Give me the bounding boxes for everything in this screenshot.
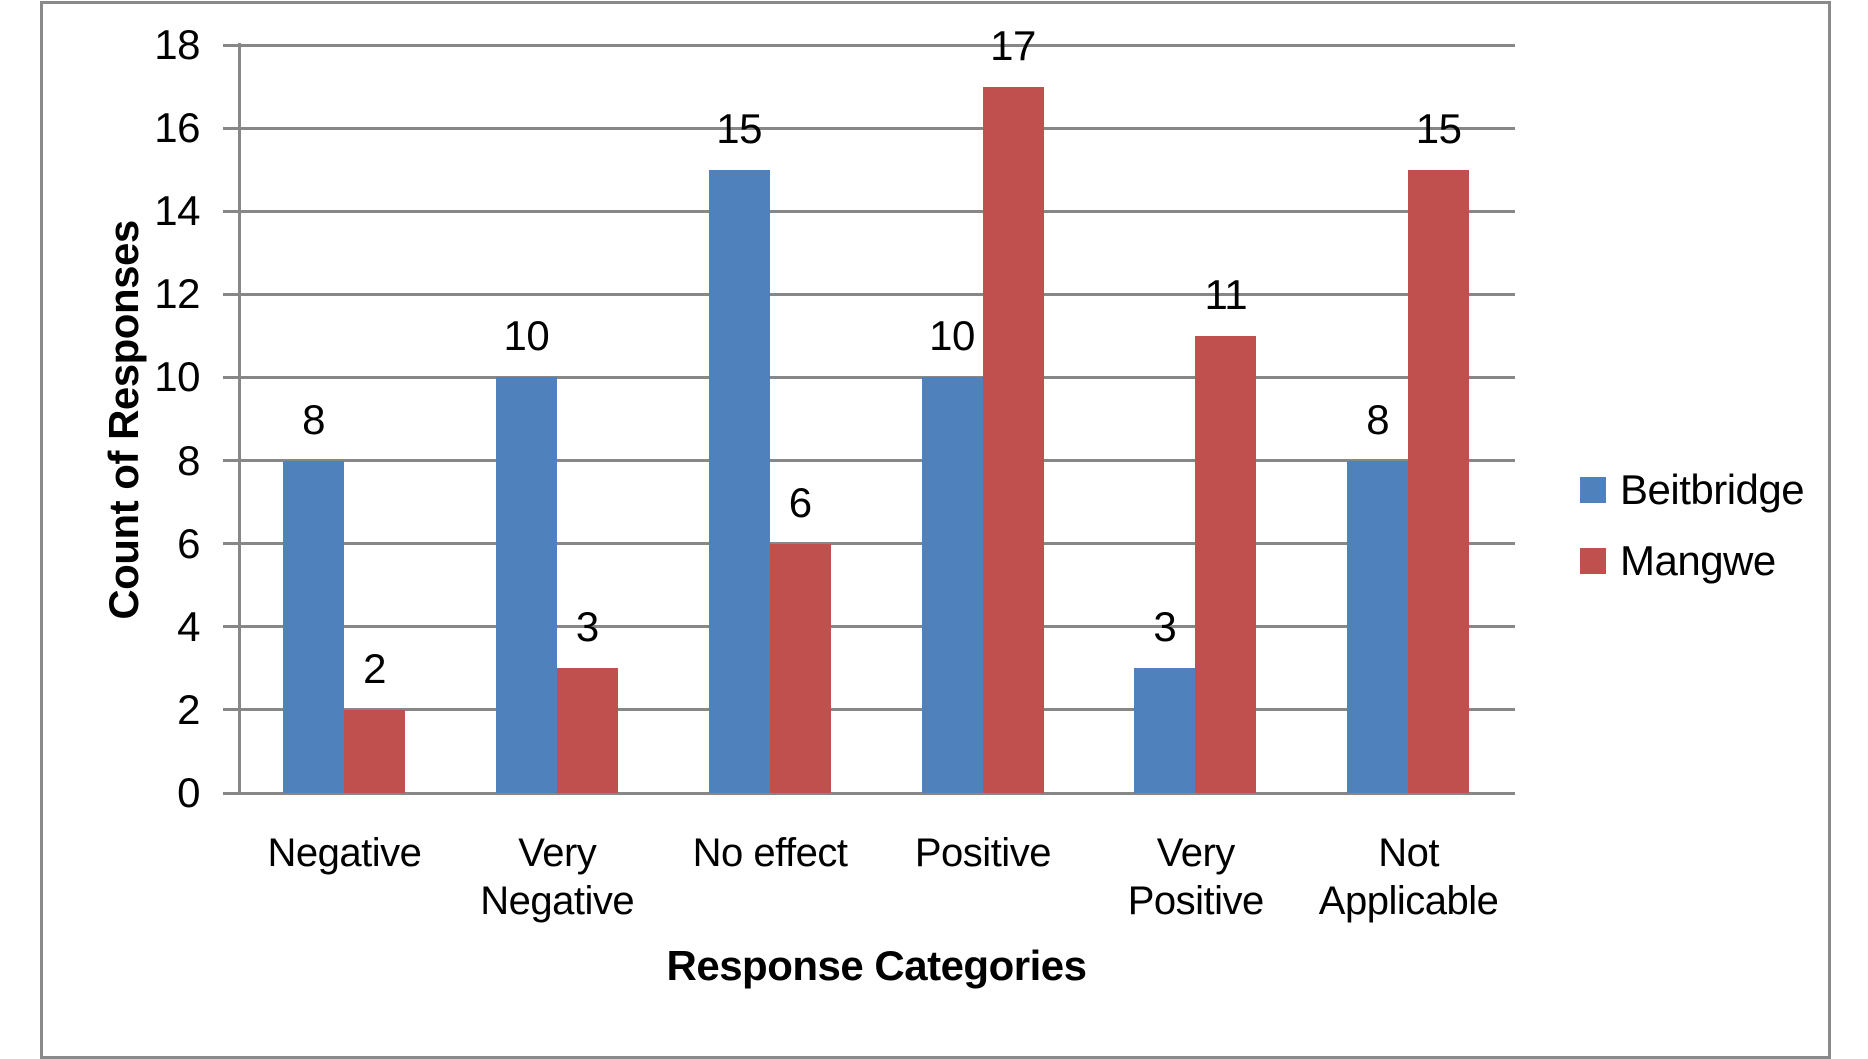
legend-label: Beitbridge	[1620, 466, 1805, 513]
document-canvas: { "chart_data": { "type": "bar", "title"…	[40, 1, 1831, 1059]
y-axis-tick	[223, 126, 238, 130]
gridline	[238, 459, 1515, 463]
legend-swatch-icon	[1580, 477, 1606, 503]
y-axis-tick-label: 18	[154, 21, 200, 68]
y-axis-tick	[223, 209, 238, 213]
x-axis-category-label: Negative	[267, 831, 422, 875]
legend-label: Mangwe	[1620, 537, 1776, 584]
gridline	[238, 542, 1515, 546]
gridline	[238, 43, 1515, 47]
y-axis-tick	[223, 542, 238, 546]
y-axis-tick-label: 6	[177, 519, 200, 567]
y-axis-tick-label: 12	[154, 270, 200, 318]
y-axis-tick-label: 16	[154, 104, 200, 152]
bar-beitbridge-2	[495, 377, 557, 793]
bar-value-label: 8	[1366, 395, 1390, 443]
bar-value-label: 8	[302, 395, 325, 443]
y-axis-tick-label: 14	[154, 187, 200, 235]
legend: Beitbridge Mangwe	[1580, 465, 1805, 607]
gridline	[238, 292, 1515, 296]
y-axis-tick	[223, 375, 238, 379]
y-axis-tick	[223, 625, 238, 629]
bar-mangwe-5	[1195, 335, 1257, 793]
x-axis-title: Response Categories	[666, 942, 1087, 989]
bar-mangwe-1	[344, 709, 405, 793]
bar-value-label: 10	[503, 312, 550, 360]
bar-value-label: 6	[788, 478, 812, 526]
bar-mangwe-4	[982, 86, 1044, 793]
bar-value-label: 3	[575, 603, 599, 651]
legend-swatch-icon	[1580, 548, 1606, 574]
y-axis-tick-label: 2	[177, 685, 200, 733]
y-axis-tick	[223, 791, 238, 795]
x-axis-category-label: No effect	[692, 831, 848, 875]
gridline	[238, 126, 1515, 130]
bar-value-label: 11	[1204, 270, 1248, 318]
gridline	[238, 375, 1515, 379]
y-axis-tick-label: 10	[154, 353, 200, 401]
y-axis-tick-label: 4	[177, 602, 200, 650]
bar-beitbridge-6	[1347, 460, 1409, 793]
y-axis-tick-label: 8	[177, 436, 200, 484]
y-axis-tick	[223, 43, 238, 47]
bar-value-label: 15	[1415, 104, 1462, 152]
bar-value-label: 10	[929, 312, 975, 360]
bar-mangwe-6	[1408, 169, 1470, 793]
gridline	[238, 708, 1515, 712]
bar-beitbridge-5	[1134, 668, 1196, 793]
bar-beitbridge-4	[921, 377, 983, 793]
y-axis-tick-label: 0	[177, 769, 200, 816]
x-axis-category-label: Positive	[914, 831, 1052, 875]
y-axis-line	[238, 43, 241, 795]
bar-value-label: 3	[1153, 603, 1177, 651]
legend-item-mangwe: Mangwe	[1580, 536, 1804, 586]
bar-value-label: 2	[363, 644, 386, 692]
x-axis-category-label: Very Negative	[480, 831, 635, 923]
gridline	[238, 209, 1515, 213]
x-axis-category-label: Not Applicable	[1318, 831, 1499, 923]
plot-area: 8 10 15 10 3 8 2 3 6 17 11 15	[223, 22, 1515, 795]
bar-beitbridge-1	[283, 460, 344, 793]
x-axis-category-label: Very Positive	[1127, 831, 1265, 923]
y-axis-tick	[223, 292, 238, 296]
bar-mangwe-3	[769, 543, 831, 793]
y-axis-tick	[223, 459, 238, 463]
bar-value-label: 17	[990, 21, 1036, 69]
legend-item-beitbridge: Beitbridge	[1580, 465, 1805, 515]
gridline	[238, 625, 1515, 629]
bar-value-label: 15	[716, 104, 763, 152]
y-axis-tick	[223, 708, 238, 712]
gridline	[238, 791, 1515, 795]
bar-beitbridge-3	[708, 169, 770, 793]
bar-mangwe-2	[556, 668, 618, 793]
